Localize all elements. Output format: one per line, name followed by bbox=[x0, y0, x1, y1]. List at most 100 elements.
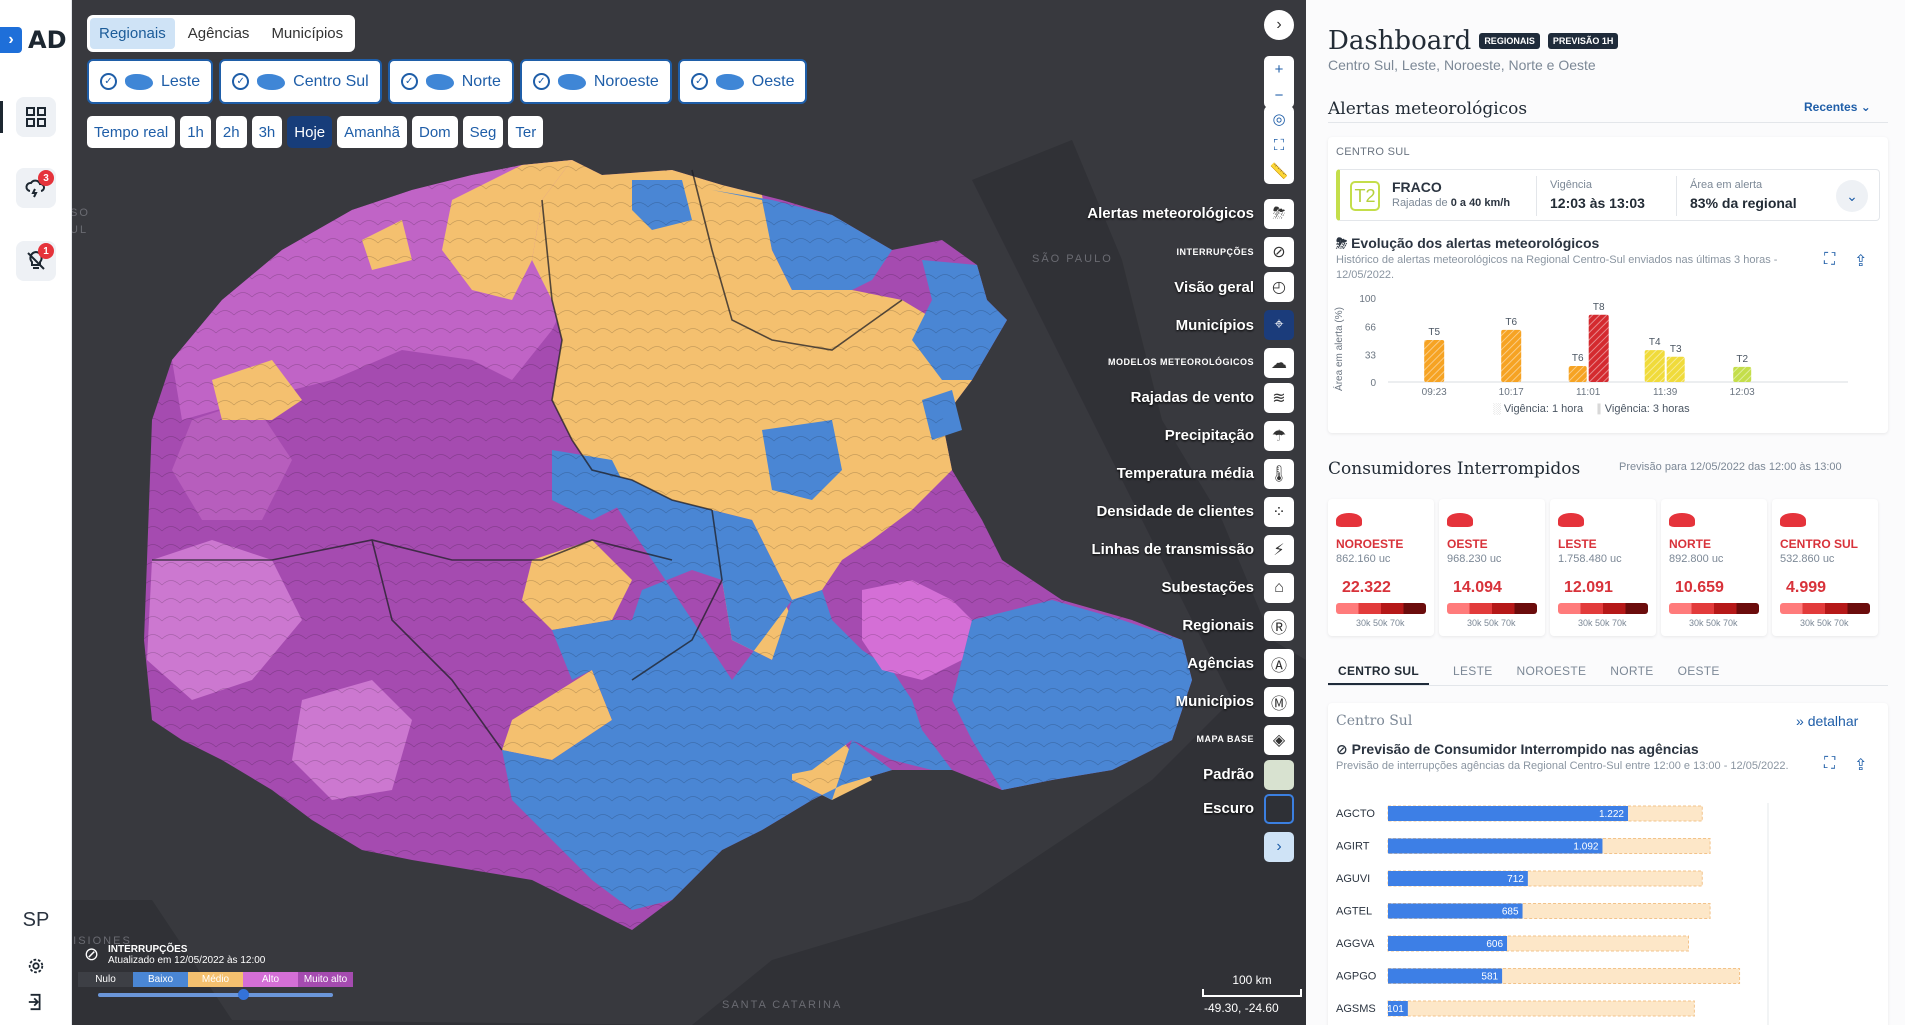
consumer-scale-labels: 30k 50k 70k bbox=[1578, 618, 1627, 628]
layer-overview-button[interactable]: ◴ bbox=[1264, 272, 1294, 302]
time-3h[interactable]: 3h bbox=[251, 116, 283, 148]
layer-temperature-label: Temperatura média bbox=[1116, 465, 1254, 482]
cloud-icon bbox=[1780, 513, 1806, 527]
layer-agencies-button[interactable]: Ⓐ bbox=[1264, 649, 1294, 679]
tab-centro-sul[interactable]: CENTRO SUL bbox=[1328, 658, 1429, 685]
time-tempo-real[interactable]: Tempo real bbox=[87, 116, 176, 148]
lightbulb-off-icon: ⊘ bbox=[1336, 741, 1352, 757]
app-logo[interactable]: › AD bbox=[0, 26, 67, 54]
choropleth-map[interactable]: SÃO PAULO MISIONES SANTA CATARINA SO UL bbox=[72, 0, 1306, 1025]
agency-value-label: 712 bbox=[1507, 874, 1524, 885]
time-ter[interactable]: Ter bbox=[508, 116, 544, 148]
agency-label: AGTEL bbox=[1336, 906, 1372, 918]
layer-municipalities-button[interactable]: ⌖ bbox=[1264, 310, 1294, 340]
layer-overview-label: Visão geral bbox=[1174, 279, 1254, 296]
so-label: SO bbox=[72, 207, 90, 219]
map-panel[interactable]: SÃO PAULO MISIONES SANTA CATARINA SO UL … bbox=[72, 0, 1306, 1025]
layer-lines-button[interactable]: ⚡ bbox=[1264, 535, 1294, 565]
expand-menu-icon[interactable]: › bbox=[0, 27, 22, 53]
chip-label: Oeste bbox=[751, 72, 795, 90]
fullscreen-icon[interactable]: ⛶ bbox=[1824, 251, 1836, 268]
layer-density-button[interactable]: ⁘ bbox=[1264, 497, 1294, 527]
tab-regionais[interactable]: Regionais bbox=[90, 18, 175, 49]
expand-alert-button[interactable]: ⌄ bbox=[1836, 180, 1868, 212]
alert-bar bbox=[1424, 340, 1445, 382]
tab-noroeste[interactable]: NOROESTE bbox=[1516, 664, 1587, 678]
fullscreen-icon[interactable]: ⛶ bbox=[1273, 136, 1285, 154]
region-chip-oeste[interactable]: ✓ Oeste bbox=[677, 59, 808, 104]
chart-ylabel: Área em alerta (%) bbox=[1332, 307, 1345, 391]
region-shape-icon bbox=[425, 73, 454, 90]
layer-basemap-button[interactable]: ◈ bbox=[1264, 725, 1294, 755]
chevron-right-icon: › bbox=[1276, 838, 1282, 855]
alert-bar-label: T8 bbox=[1593, 302, 1605, 313]
tab-norte[interactable]: NORTE bbox=[1610, 664, 1654, 678]
legend-title: INTERRUPÇÕES bbox=[108, 944, 188, 955]
region-chip-norte[interactable]: ✓ Norte bbox=[387, 59, 514, 104]
layer-regionals-label: Regionais bbox=[1182, 617, 1254, 634]
chevron-right-icon: › bbox=[1276, 16, 1282, 33]
alert-bar bbox=[1644, 350, 1665, 382]
region-chip-leste[interactable]: ✓ Leste bbox=[87, 59, 214, 104]
basemap-dark-thumb[interactable] bbox=[1264, 794, 1294, 824]
interruptions-nav-button[interactable]: 1 bbox=[16, 241, 56, 281]
logout-button[interactable] bbox=[16, 982, 56, 1022]
consumer-card-centro-sul[interactable]: CENTRO SUL 532.860 uc 4.999 30k 50k 70k bbox=[1772, 499, 1878, 636]
export-icon[interactable]: ⇪ bbox=[1854, 253, 1868, 270]
zoom-in-button[interactable]: + bbox=[1274, 60, 1284, 78]
locate-icon[interactable]: ◎ bbox=[1272, 111, 1286, 128]
weather-alerts-nav-button[interactable]: 3 bbox=[16, 168, 56, 208]
expand-layers-button[interactable]: › bbox=[1264, 832, 1294, 862]
time-dom[interactable]: Dom bbox=[412, 116, 458, 148]
time-2h[interactable]: 2h bbox=[215, 116, 247, 148]
legend-slider[interactable] bbox=[98, 989, 333, 1000]
region-chip-noroeste[interactable]: ✓ Noroeste bbox=[519, 59, 672, 104]
tab-leste[interactable]: LESTE bbox=[1453, 664, 1493, 678]
interruptions-count-badge: 1 bbox=[38, 243, 54, 259]
consumer-card-norte[interactable]: NORTE 892.800 uc 10.659 30k 50k 70k bbox=[1661, 499, 1767, 636]
settings-button[interactable] bbox=[16, 946, 56, 986]
basemap-default-thumb[interactable] bbox=[1264, 760, 1294, 790]
user-avatar[interactable]: SP bbox=[22, 908, 50, 931]
consumer-card-leste[interactable]: LESTE 1.758.480 uc 12.091 30k 50k 70k bbox=[1550, 499, 1656, 636]
export-icon[interactable]: ⇪ bbox=[1854, 757, 1868, 774]
layer-interruptions-button[interactable]: ⊘ bbox=[1264, 237, 1294, 267]
chevron-down-icon: ⌄ bbox=[1860, 100, 1871, 114]
consumer-card-noroeste[interactable]: NOROESTE 862.160 uc 22.322 30k 50k 70k bbox=[1328, 499, 1434, 636]
collapse-panel-button[interactable]: › bbox=[1264, 10, 1294, 40]
zoom-out-button[interactable]: − bbox=[1274, 86, 1284, 104]
layer-municipalities2-button[interactable]: Ⓜ bbox=[1264, 687, 1294, 717]
dashboard-nav-button[interactable] bbox=[0, 97, 56, 137]
chevron-down-icon: ⌄ bbox=[1846, 187, 1858, 204]
agencies-card: Centro Sul » detalhar ⊘ Previsão de Cons… bbox=[1328, 703, 1888, 1025]
layer-rain-button[interactable]: ☂ bbox=[1264, 421, 1294, 451]
time-amanha[interactable]: Amanhã bbox=[337, 116, 407, 148]
layer-regionals-button[interactable]: Ⓡ bbox=[1264, 611, 1294, 641]
agency-value-label: 685 bbox=[1502, 907, 1519, 918]
detail-link[interactable]: » detalhar bbox=[1796, 713, 1858, 729]
layer-wind-button[interactable]: ≋ bbox=[1264, 383, 1294, 413]
fullscreen-icon[interactable]: ⛶ bbox=[1824, 755, 1836, 772]
alert-row[interactable]: T2 FRACO Rajadas de 0 a 40 km/h Vigência… bbox=[1336, 169, 1880, 221]
tab-agencias[interactable]: Agências bbox=[187, 25, 250, 42]
tab-oeste[interactable]: OESTE bbox=[1677, 664, 1720, 678]
time-seg[interactable]: Seg bbox=[462, 116, 504, 148]
alerts-filter-dropdown[interactable]: Recentes ⌄ bbox=[1804, 100, 1871, 114]
agency-bar bbox=[1388, 968, 1503, 984]
slider-handle[interactable] bbox=[238, 989, 249, 1000]
consumer-card-oeste[interactable]: OESTE 968.230 uc 14.094 30k 50k 70k bbox=[1439, 499, 1545, 636]
ruler-icon[interactable]: 📏 bbox=[1269, 163, 1289, 180]
tab-municipios[interactable]: Municípios bbox=[271, 25, 344, 42]
divider bbox=[1328, 122, 1888, 123]
left-rail: › AD 3 1 SP bbox=[0, 0, 72, 1025]
layer-alerts-button[interactable]: ⛈ bbox=[1264, 199, 1294, 229]
time-1h[interactable]: 1h bbox=[180, 116, 211, 148]
layer-models-button[interactable]: ☁ bbox=[1264, 348, 1294, 378]
agencies-bar-chart: AGCTO 1.222 AGIRT 1.092 AGUVI 712 AGTEL 685 AGGV… bbox=[1336, 803, 1769, 1025]
layer-temperature-button[interactable]: 🌡 bbox=[1264, 459, 1294, 489]
time-hoje[interactable]: Hoje bbox=[287, 116, 333, 148]
region-chip-centro-sul[interactable]: ✓ Centro Sul bbox=[219, 59, 382, 104]
layer-substations-button[interactable]: ⌂ bbox=[1264, 573, 1294, 603]
agency-label: AGSMS bbox=[1336, 1003, 1376, 1015]
dashboard-title: Dashboard bbox=[1328, 26, 1472, 56]
